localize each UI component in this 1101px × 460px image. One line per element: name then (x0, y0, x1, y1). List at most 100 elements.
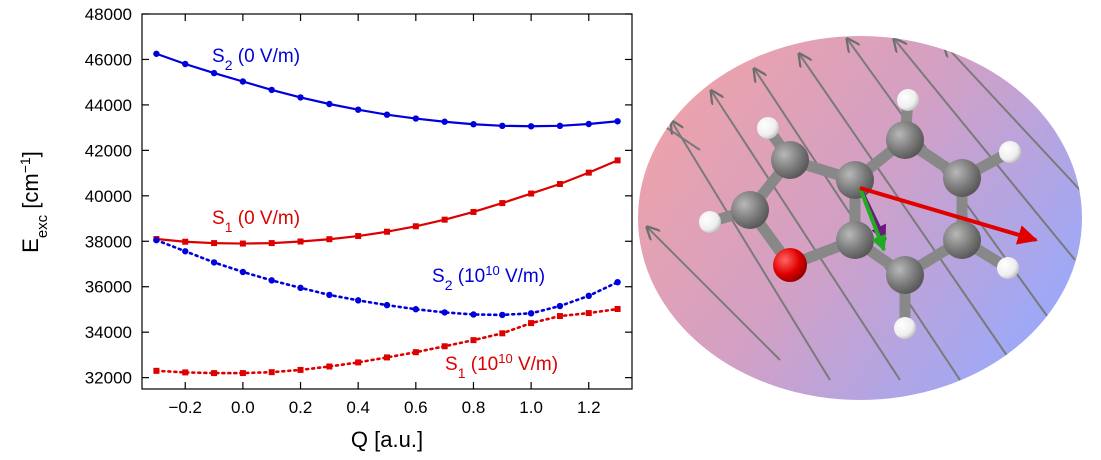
data-point (412, 115, 420, 122)
x-tick-label: 1.2 (577, 398, 601, 417)
x-tick-label: −0.2 (168, 398, 202, 417)
energy-chart: −0.2 0.0 0.2 0.4 0.6 0.8 1.0 1.2 32000 34000 36000… (17, 5, 633, 452)
data-point (528, 190, 535, 197)
data-point (470, 121, 477, 128)
data-point (239, 78, 247, 85)
x-tick-label: 0.6 (404, 398, 428, 417)
data-point (556, 181, 563, 187)
series-label-s2-field: S2 (1010 V/m) (432, 263, 545, 294)
data-point (355, 233, 362, 240)
y-tick-label: 42000 (85, 141, 132, 160)
data-point (499, 311, 506, 319)
data-point (297, 284, 304, 292)
data-point (326, 100, 333, 108)
x-tick-label: 0.2 (289, 398, 313, 417)
x-tick-label: 1.0 (519, 398, 543, 417)
data-point (153, 50, 160, 57)
y-tick-label: 32000 (85, 369, 132, 388)
data-point (153, 367, 160, 374)
data-point (268, 86, 275, 94)
field-arrow (648, 228, 781, 361)
data-point (297, 366, 304, 373)
data-point (182, 60, 189, 68)
data-point (354, 297, 362, 304)
data-point (614, 278, 621, 286)
data-point (182, 248, 189, 255)
oxygen-atom (773, 248, 807, 282)
hydrogen-atoms (699, 89, 1021, 339)
series-label-s1-field: S1 (1010 V/m) (445, 351, 558, 382)
data-point (210, 69, 218, 77)
data-point (239, 240, 246, 247)
data-point (153, 236, 160, 244)
data-point (585, 120, 592, 128)
data-point (297, 238, 304, 245)
data-point (441, 216, 448, 223)
data-point (441, 309, 448, 316)
data-point (383, 111, 391, 118)
plot-frame (141, 13, 633, 390)
data-point (384, 354, 390, 361)
y-tick-label: 40000 (85, 187, 132, 206)
data-point (527, 123, 535, 130)
data-point (614, 157, 621, 164)
data-point (556, 313, 563, 320)
field-arrow (712, 92, 901, 381)
data-point (268, 240, 275, 247)
y-tick-label: 46000 (85, 50, 132, 69)
dipole-arrow-red (859, 186, 1038, 245)
data-point (441, 343, 448, 350)
data-point (211, 370, 218, 377)
data-point (499, 200, 506, 207)
molecule-illustration (638, 36, 1082, 400)
y-tick-label: 36000 (85, 278, 132, 297)
data-point (326, 291, 333, 299)
data-point (528, 320, 535, 327)
y-tick-label: 34000 (85, 323, 132, 342)
data-point (268, 369, 275, 376)
data-point (614, 306, 621, 312)
field-arrow (895, 40, 1076, 261)
y-tick-label: 44000 (85, 96, 132, 115)
series-layer (153, 50, 621, 377)
data-point (470, 311, 477, 318)
series-label-s1-0: S1 (0 V/m) (212, 208, 300, 235)
y-axis-title: Eexc [cm−1] (17, 151, 51, 253)
y-tick-label: 38000 (85, 232, 132, 251)
data-point (527, 310, 535, 317)
data-point (384, 228, 390, 235)
axis-ticks: −0.2 0.0 0.2 0.4 0.6 0.8 1.0 1.2 32000 34000 36000… (85, 5, 632, 417)
data-point (470, 208, 477, 215)
dipole-arrow-green (858, 187, 887, 252)
x-tick-label: 0.4 (346, 398, 370, 417)
data-point (326, 236, 333, 243)
data-point (239, 268, 247, 276)
data-point (499, 330, 506, 337)
data-point (412, 306, 420, 313)
y-tick-label: 48000 (85, 5, 132, 24)
data-point (585, 310, 592, 317)
data-point (239, 370, 246, 377)
data-point (355, 359, 362, 366)
data-point (210, 259, 218, 266)
data-point (297, 94, 304, 101)
series-line-3 (155, 307, 619, 375)
series-label-s2-0: S2 (0 V/m) (212, 46, 300, 73)
data-point (268, 277, 275, 284)
data-point (556, 122, 564, 130)
data-point (354, 106, 362, 113)
field-arrow (800, 55, 1011, 361)
data-point (182, 238, 189, 245)
data-point (182, 369, 189, 376)
data-point (470, 337, 477, 344)
x-axis-title: Q [a.u.] (351, 427, 423, 452)
field-arrow (945, 45, 1081, 191)
data-point (326, 363, 333, 370)
data-point (412, 349, 419, 356)
data-point (585, 169, 592, 176)
data-point (556, 302, 564, 310)
data-point (614, 118, 621, 125)
data-point (499, 122, 506, 130)
data-point (211, 240, 218, 247)
